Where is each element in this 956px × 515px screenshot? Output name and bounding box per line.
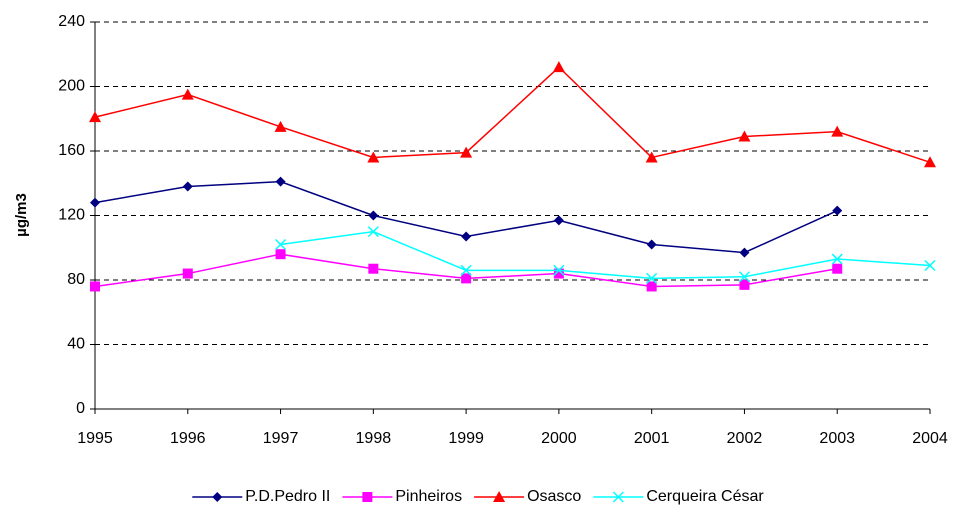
- marker: [739, 247, 750, 258]
- legend: P.D.Pedro II Pinheiros Osasco Cerqueira Cés…: [192, 488, 764, 505]
- x-tick-label: 2004: [912, 430, 948, 447]
- marker: [461, 273, 472, 284]
- y-tick-label: 40: [67, 336, 85, 353]
- marker: [739, 279, 750, 290]
- legend-label: Osasco: [527, 488, 581, 505]
- marker: [181, 88, 194, 100]
- marker: [275, 249, 286, 260]
- x-tick-label: 2000: [541, 430, 577, 447]
- marker: [368, 210, 379, 221]
- marker: [553, 264, 565, 276]
- marker: [832, 205, 843, 216]
- x-tick-label: 2002: [727, 430, 763, 447]
- legend-marker: [612, 491, 624, 503]
- legend-marker: [362, 492, 373, 502]
- series-line: [280, 230, 931, 280]
- marker: [646, 239, 657, 250]
- x-tick-label: 2001: [634, 430, 670, 447]
- marker: [552, 61, 565, 73]
- marker: [924, 259, 936, 272]
- marker: [553, 215, 564, 226]
- marker: [90, 281, 100, 292]
- marker: [460, 264, 472, 276]
- y-tick-label: 200: [58, 78, 85, 95]
- marker: [275, 176, 286, 187]
- marker: [738, 271, 750, 283]
- series-line: [94, 66, 931, 164]
- marker: [89, 111, 101, 123]
- x-tick-label: 2003: [819, 430, 855, 447]
- x-tick-label: 1998: [356, 430, 392, 447]
- marker: [831, 125, 844, 137]
- x-tick-label: 1996: [170, 430, 206, 447]
- x-tick-label: 1995: [77, 430, 113, 447]
- y-tick-label: 80: [67, 271, 85, 288]
- marker: [367, 151, 380, 163]
- marker: [553, 268, 564, 279]
- marker: [646, 272, 658, 284]
- y-tick-label: 120: [58, 207, 85, 224]
- y-tick-label: 240: [58, 13, 85, 30]
- marker: [460, 146, 473, 158]
- legend-label: Cerqueira César: [646, 488, 764, 505]
- marker: [646, 281, 657, 292]
- marker: [367, 226, 379, 238]
- x-tick-label: 1999: [448, 430, 484, 447]
- marker: [182, 268, 193, 279]
- marker: [832, 263, 843, 274]
- marker: [645, 151, 658, 163]
- marker: [274, 120, 287, 132]
- marker: [90, 197, 100, 208]
- marker: [461, 231, 472, 242]
- legend-label: Pinheiros: [395, 488, 462, 505]
- marker: [831, 253, 843, 265]
- marker: [368, 263, 379, 274]
- x-tick-label: 1997: [263, 430, 299, 447]
- legend-marker: [493, 491, 506, 502]
- legend-marker: [212, 492, 223, 502]
- legend-label: P.D.Pedro II: [245, 488, 330, 505]
- y-axis-label: µg/m3: [13, 193, 30, 237]
- marker: [182, 181, 193, 192]
- marker: [738, 130, 751, 142]
- series-line: [94, 180, 838, 254]
- y-tick-label: 160: [58, 142, 85, 159]
- marker: [924, 156, 936, 168]
- marker: [275, 238, 287, 251]
- y-tick-label: 0: [76, 400, 85, 417]
